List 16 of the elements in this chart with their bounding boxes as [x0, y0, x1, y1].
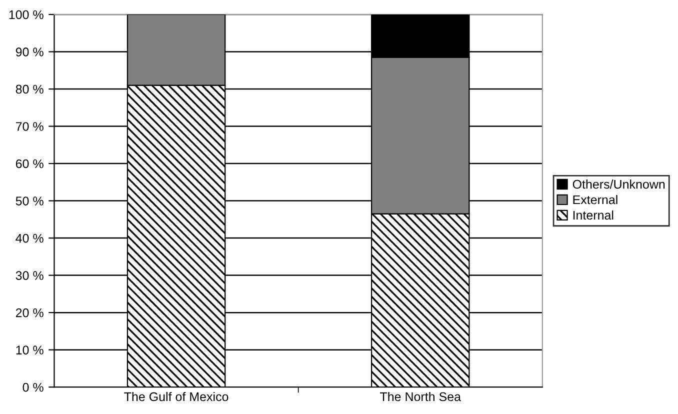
- legend-label: Internal: [573, 210, 614, 220]
- legend-label: Others/Unknown: [572, 180, 665, 189]
- y-tick-label: 20 %: [16, 308, 44, 318]
- y-tick-label: 50 %: [16, 196, 44, 206]
- y-tick-label: 30 %: [16, 271, 44, 280]
- y-tick-label: 70 %: [16, 122, 44, 131]
- y-tick-label: 90 %: [16, 48, 44, 56]
- y-tick-label: 60 %: [16, 159, 44, 168]
- y-tick-label: 80 %: [16, 84, 44, 94]
- legend-label: External: [573, 194, 618, 204]
- y-tick-label: 10 %: [16, 346, 44, 354]
- y-tick-label: 0 %: [22, 382, 44, 392]
- y-tick-label: 40 %: [16, 234, 44, 243]
- x-tick-label: The North Sea: [380, 392, 462, 402]
- x-tick-label: The Gulf of Mexico: [124, 392, 228, 402]
- y-tick-label: 100 %: [9, 10, 44, 20]
